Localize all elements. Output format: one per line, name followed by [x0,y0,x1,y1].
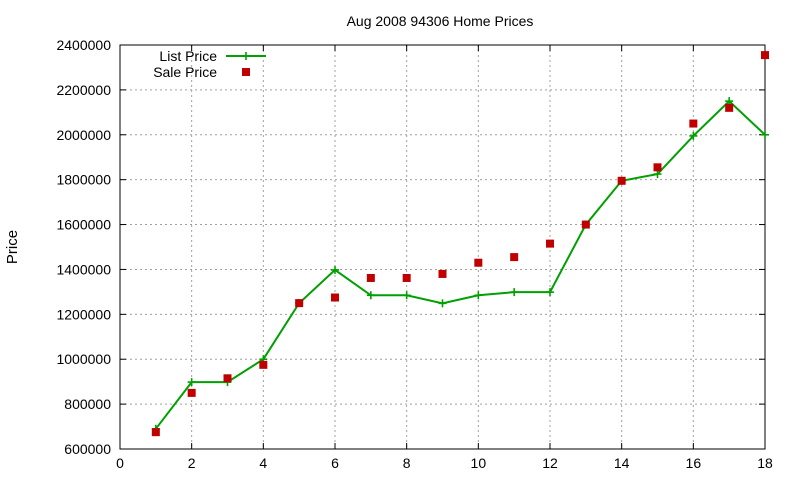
data-point [295,299,304,308]
data-point [151,428,160,437]
data-point [259,360,268,369]
x-tick-label: 4 [259,455,267,471]
axes [119,44,766,450]
legend-label: Sale Price [153,64,217,80]
legend-swatch [242,68,250,76]
data-point [725,103,734,112]
data-point [331,293,339,302]
y-tick-label: 2000000 [56,127,111,143]
y-tick-label: 1000000 [56,351,111,367]
x-tick-label: 0 [116,455,124,471]
y-tick-label: 600000 [64,441,111,457]
y-tick-label: 800000 [64,396,111,412]
series-list-price [151,97,769,433]
y-tick-label: 1600000 [56,217,111,233]
y-tick-label: 1400000 [56,261,111,277]
tick-labels: 0 2 4 6 8 10 12 14 16 18 600000 800000 1000000 120000… [56,37,773,471]
series-line [155,99,766,430]
x-tick-label: 16 [686,455,702,471]
x-tick-label: 12 [542,455,558,471]
data-point [402,273,411,282]
data-point [474,258,483,267]
data-point [653,163,662,172]
legend-label: List Price [159,48,217,64]
data-point [617,176,626,185]
plot-frame [119,44,766,450]
x-tick-label: 6 [331,455,339,471]
y-tick-label: 2200000 [56,82,111,98]
y-tick-label: 2400000 [56,37,111,53]
data-point [761,51,769,60]
grid-lines [120,45,765,449]
x-tick-label: 10 [471,455,487,471]
data-point [366,273,375,282]
data-point [510,253,519,262]
data-point [438,269,447,278]
data-point [581,220,590,229]
x-tick-label: 2 [188,455,196,471]
y-axis-label: Price [4,230,21,264]
plot-series [151,51,769,437]
x-tick-label: 14 [614,455,630,471]
y-tick-label: 1200000 [56,306,111,322]
x-tick-label: 8 [403,455,411,471]
series-sale-price [151,51,769,437]
data-point [546,239,554,248]
data-point [689,119,698,128]
data-point [187,388,196,397]
chart-title: Aug 2008 94306 Home Prices [347,13,534,29]
x-tick-label: 18 [757,455,773,471]
y-tick-label: 1800000 [56,172,111,188]
data-point [223,374,232,383]
